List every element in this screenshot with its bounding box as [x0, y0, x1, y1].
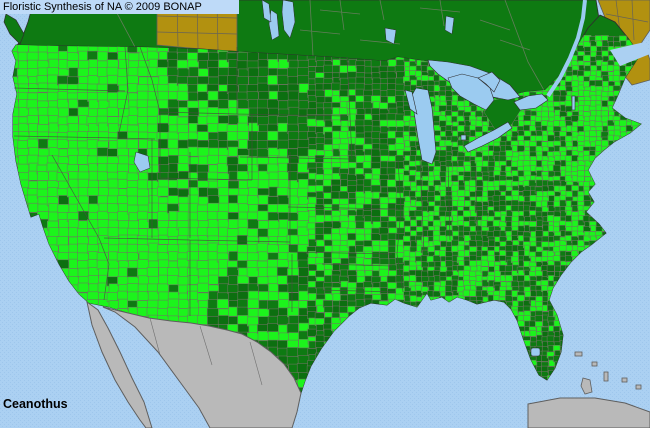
lake-st-clair	[460, 134, 467, 141]
st-lawrence-river	[546, 0, 587, 98]
bahamas-islands	[574, 351, 642, 395]
vancouver-island	[3, 13, 25, 45]
baja-peninsula	[86, 300, 153, 428]
lake-champlain	[571, 95, 576, 111]
lake-nipigon	[444, 15, 455, 35]
lake-manitoba	[268, 9, 280, 41]
green-bay	[404, 89, 418, 115]
lake-of-the-woods	[384, 27, 397, 45]
map-title: Floristic Synthesis of NA © 2009 BONAP	[3, 1, 202, 13]
cuba-landmass	[527, 397, 650, 428]
map-title-bar: Floristic Synthesis of NA © 2009 BONAP	[0, 0, 239, 14]
province-borders	[109, 0, 546, 93]
lake-winnipegosis	[261, 0, 272, 23]
inland-lakes	[133, 151, 541, 357]
bay-of-fundy	[610, 42, 650, 66]
mexico-state-lines	[149, 317, 263, 386]
great-salt-lake	[133, 151, 151, 173]
great-lakes	[404, 0, 587, 165]
lake-huron	[447, 73, 495, 111]
mexico-landmass	[86, 300, 302, 428]
state-borders	[13, 46, 479, 316]
lake-okeechobee	[530, 347, 541, 357]
species-label: Ceanothus	[3, 397, 68, 411]
lake-erie	[463, 121, 513, 153]
canadian-lakes	[261, 0, 455, 45]
georgian-bay	[477, 71, 501, 93]
lake-ontario	[513, 93, 549, 111]
lake-winnipeg	[281, 0, 296, 39]
